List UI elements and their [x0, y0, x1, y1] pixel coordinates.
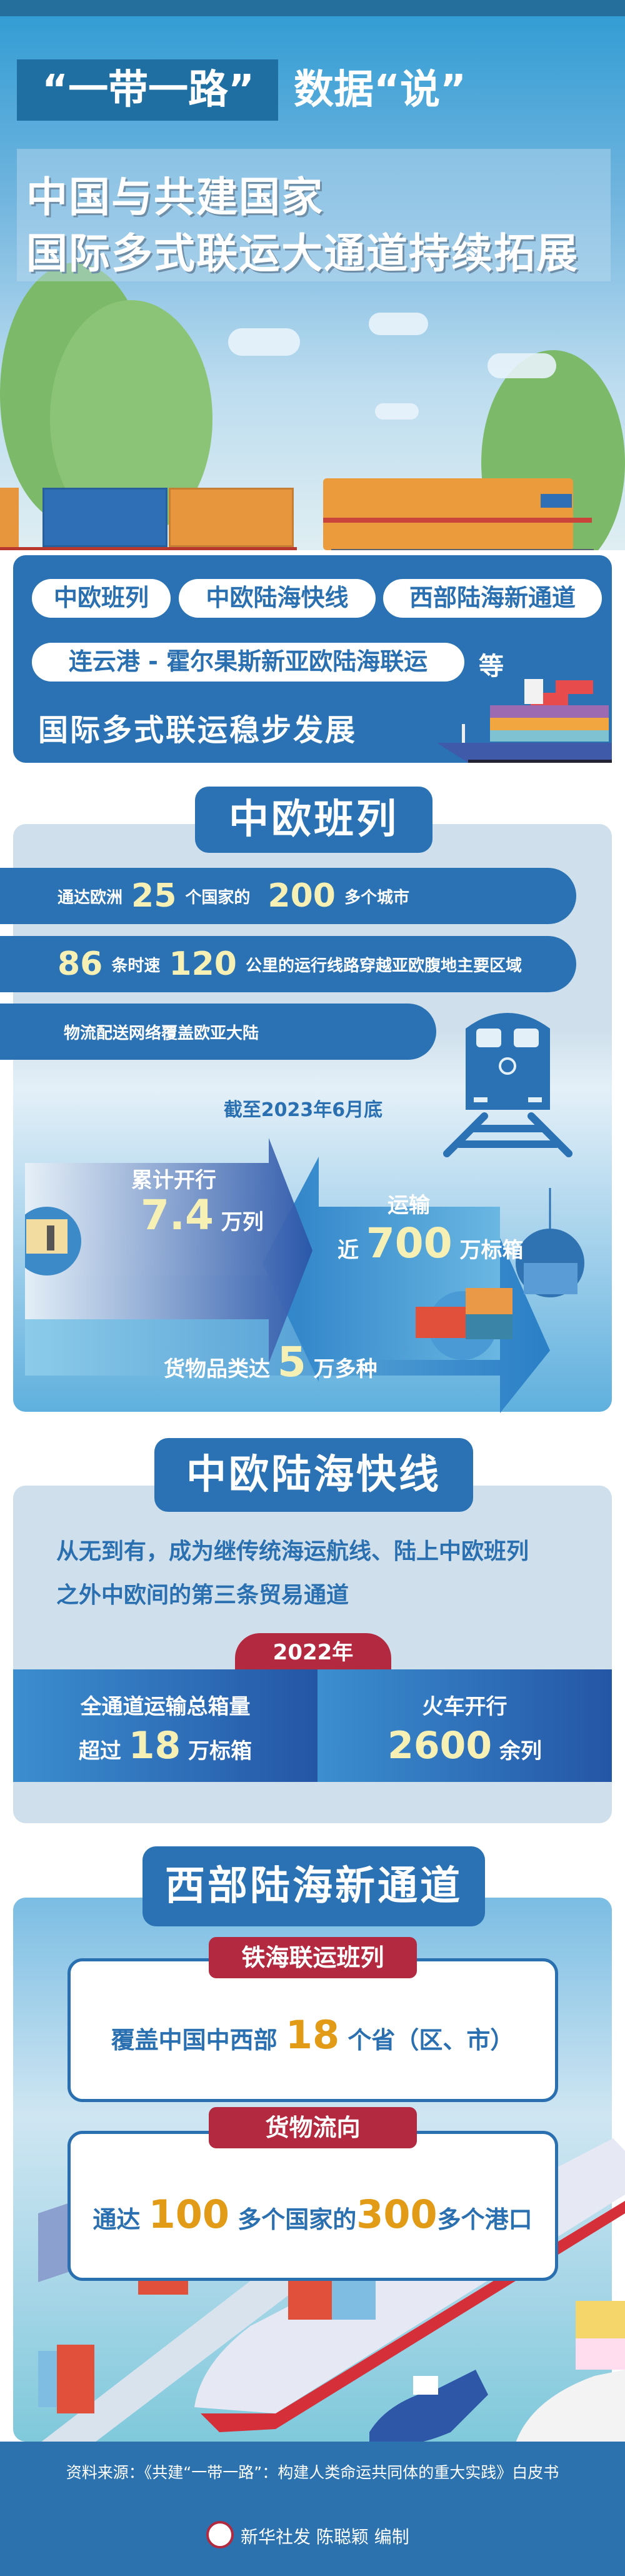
- stat-row-routes: 86 条时速 120 公里的运行线路穿越亚欧腹地主要区域: [0, 936, 576, 992]
- credit: 新华社发 陈聪颖 编制: [241, 2527, 409, 2547]
- row-text: 个国家的: [185, 888, 251, 907]
- corridor-section-title: 西部陆海新通道: [142, 1846, 485, 1926]
- footer: [0, 2442, 625, 2576]
- rail-sea-tab: 铁海联运班列: [209, 1937, 417, 1978]
- rail-sea-box: [68, 1958, 558, 2102]
- goods-categories-stat: 货物品类达 5 万多种: [164, 1338, 378, 1386]
- kicker-left: “一带一路”: [42, 67, 255, 113]
- stat-row-network: 物流配送网络覆盖欧亚大陆: [0, 1004, 436, 1060]
- unit: 万标箱: [188, 1739, 252, 1764]
- unit: 万列: [221, 1210, 264, 1235]
- row-text: 多个城市: [344, 888, 409, 907]
- mid: 多个国家的: [238, 2206, 357, 2233]
- intro-tagline: 国际多式联运稳步发展: [38, 713, 358, 748]
- trains-run-label: 火车开行: [422, 1694, 508, 1719]
- prefix: 超过: [78, 1739, 121, 1764]
- etc-label: 等: [479, 652, 504, 681]
- pill-china-europe-railway: 中欧班列: [32, 579, 171, 618]
- railway-section-title: 中欧班列: [195, 787, 432, 853]
- pill-lianyungang-khorgos: 连云港 - 霍尔果斯新亚欧陆海联运: [32, 643, 464, 682]
- cargo-flow-stat: 通达 100 多个国家的300多个港口: [0, 2191, 625, 2237]
- hero-banner: “一带一路” 数据“说” 中国与共建国家 国际多式联运大通道持续拓展: [0, 0, 625, 606]
- kicker-box: “一带一路”: [17, 59, 278, 121]
- unit: 余列: [499, 1739, 542, 1764]
- rail-sea-stat: 覆盖中国中西部 18 个省（区、市）: [0, 2012, 625, 2058]
- cities-count: 200: [268, 877, 336, 915]
- cloud-illustration: [375, 403, 419, 420]
- container-blue: [42, 488, 168, 547]
- year-tab: 2022年: [235, 1633, 391, 1669]
- unit: 万标箱: [459, 1238, 524, 1263]
- as-of-date: 截至2023年6月底: [223, 1099, 383, 1121]
- unit: 万多种: [313, 1357, 378, 1382]
- prefix: 货物品类达: [164, 1357, 270, 1382]
- title-box: [17, 149, 611, 281]
- total-teu-block: 全通道运输总箱量 超过 18 万标箱: [13, 1669, 318, 1782]
- data-source: 资料来源：《共建“一带一路”：构建人类命运共同体的重大实践》白皮书: [66, 2463, 559, 2482]
- teu-value: 700: [366, 1219, 452, 1267]
- arrows-graphic: [25, 1138, 584, 1413]
- row-text: 物流配送网络覆盖欧亚大陆: [64, 1024, 259, 1043]
- prefix: 覆盖中国中西部: [111, 2026, 278, 2054]
- countries-count: 100: [148, 2191, 229, 2237]
- teu-label: 运输: [388, 1193, 430, 1218]
- top-bar: [0, 0, 625, 16]
- teu-stat: 近 700 万标箱: [338, 1219, 523, 1267]
- locomotive-stripe: [323, 518, 592, 523]
- stat-row-countries: 通达欧洲 25 个国家的 200 多个城市: [0, 868, 576, 924]
- container-orange: [0, 488, 19, 547]
- container-orange: [169, 488, 294, 547]
- cloud-illustration: [488, 353, 556, 378]
- trains-run-value: 2600: [388, 1724, 492, 1768]
- cargo-ship-icon: [437, 679, 612, 763]
- row-text: 公里的运行线路穿越亚欧腹地主要区域: [245, 956, 522, 975]
- cumulative-trains-stat: 7.4 万列: [141, 1191, 264, 1239]
- suffix: 个省（区、市）: [348, 2026, 514, 2054]
- countries-count: 25: [131, 877, 177, 915]
- prefix: 通达: [92, 2206, 141, 2233]
- row-text: 通达欧洲: [58, 888, 123, 907]
- prefix: 近: [338, 1238, 359, 1263]
- row-text: 条时速: [111, 956, 161, 975]
- total-teu-label: 全通道运输总箱量: [80, 1694, 251, 1719]
- cloud-illustration: [228, 328, 300, 356]
- provinces-count: 18: [285, 2012, 340, 2058]
- cloud-illustration: [369, 313, 428, 335]
- kicker-right: 数据“说”: [294, 67, 467, 113]
- express-section-title: 中欧陆海快线: [154, 1438, 473, 1512]
- cargo-flow-tab: 货物流向: [209, 2107, 417, 2148]
- goods-categories-value: 5: [277, 1338, 306, 1386]
- routes-count: 86: [58, 945, 103, 983]
- total-teu-value: 18: [128, 1724, 181, 1768]
- pill-western-corridor: 西部陆海新通道: [383, 579, 602, 618]
- express-desc-line1: 从无到有，成为继传统海运航线、陆上中欧班列: [56, 1539, 529, 1564]
- express-desc-line2: 之外中欧间的第三条贸易通道: [56, 1582, 349, 1608]
- cumulative-trains-label: 累计开行: [131, 1168, 216, 1193]
- locomotive-window: [541, 494, 572, 508]
- locomotive: [323, 478, 573, 550]
- trains-run-block: 火车开行 2600 余列: [318, 1669, 612, 1782]
- page-title-line1: 中国与共建国家: [26, 173, 324, 221]
- page-title-line2: 国际多式联运大通道持续拓展: [26, 229, 579, 278]
- cumulative-trains-value: 7.4: [141, 1191, 214, 1239]
- ports-count: 300: [356, 2191, 438, 2237]
- intro-panel: 中欧班列 中欧陆海快线 西部陆海新通道 连云港 - 霍尔果斯新亚欧陆海联运 等 …: [13, 555, 612, 763]
- xinhua-logo-icon: [206, 2521, 234, 2548]
- train-icon: [443, 1013, 572, 1157]
- arrow-trains: [25, 1138, 312, 1363]
- suffix: 多个港口: [437, 2206, 532, 2233]
- speed-value: 120: [169, 945, 237, 983]
- pill-land-sea-express: 中欧陆海快线: [179, 579, 376, 618]
